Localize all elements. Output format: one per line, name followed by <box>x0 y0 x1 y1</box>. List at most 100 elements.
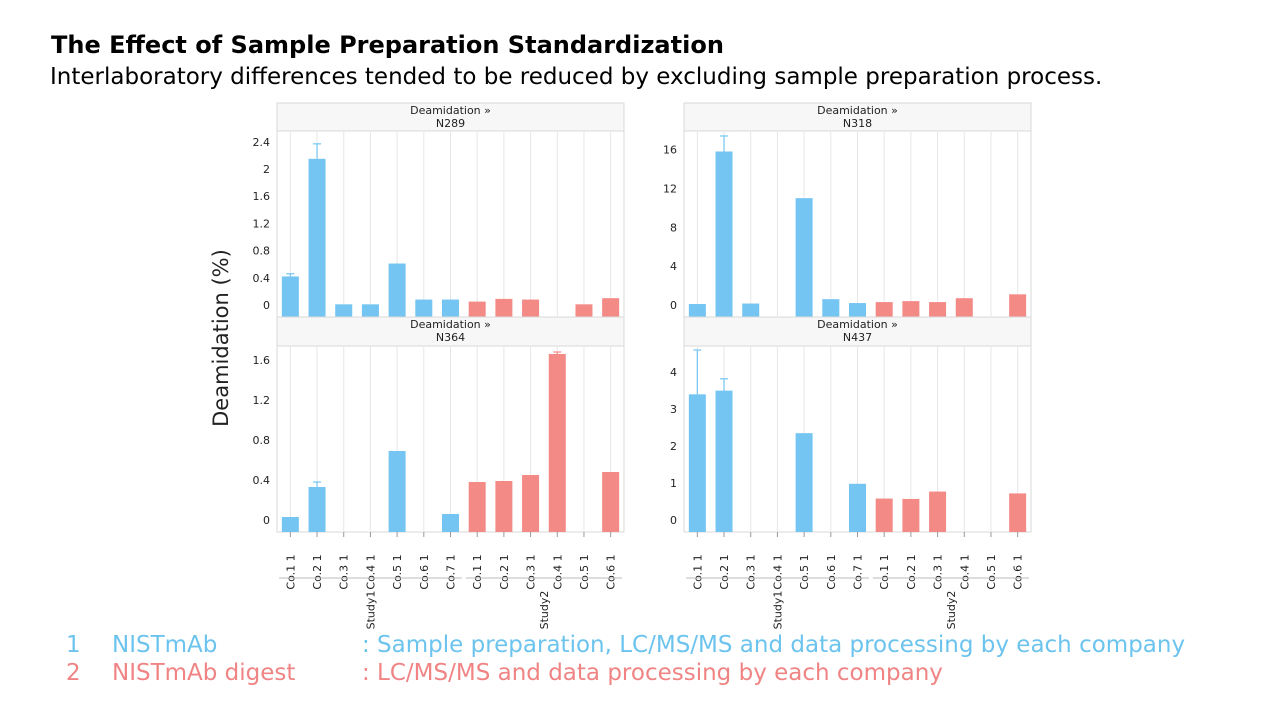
x-tick-label: Co.3 1 <box>745 554 758 589</box>
y-axis-label: Deamidation (%) <box>209 249 233 427</box>
y-tick-label: 16 <box>663 144 677 157</box>
y-tick-label: 3 <box>670 403 677 416</box>
y-tick-label: 1.6 <box>253 190 271 203</box>
panel-site-label: N437 <box>843 331 872 344</box>
bar <box>308 487 326 532</box>
legend-number: 2 <box>66 660 81 686</box>
y-tick-label: 8 <box>670 221 677 234</box>
group-label: Study2 <box>538 591 551 630</box>
bar <box>415 299 433 317</box>
legend-number: 1 <box>66 632 81 658</box>
panel-site-label: N364 <box>436 331 465 344</box>
x-tick-label: Co.4 1 <box>958 554 971 589</box>
group-label: Study2 <box>945 591 958 630</box>
x-tick-label: Co.3 1 <box>525 554 538 589</box>
bar <box>849 303 866 317</box>
panel-n364: Deamidation »N364 0 0.4 0.8 1.2 1.6 <box>253 316 625 533</box>
panel-header-label: Deamidation » <box>817 318 898 331</box>
bar <box>929 302 947 317</box>
bar <box>281 517 299 532</box>
bar <box>361 304 379 317</box>
panel-header <box>276 316 625 347</box>
x-tick-label: Co.2 1 <box>311 554 324 589</box>
bar <box>688 394 706 532</box>
panel-site-label: N289 <box>436 117 465 130</box>
y-tick-label: 1.6 <box>253 354 271 367</box>
x-tick-label: Co.6 1 <box>605 554 618 589</box>
y-tick-label: 4 <box>670 260 677 273</box>
bar <box>335 304 353 317</box>
bar <box>602 472 620 532</box>
x-tick-label: Co.2 1 <box>718 554 731 589</box>
bar <box>468 301 486 317</box>
bar <box>822 299 840 317</box>
y-tick-label: 0.4 <box>253 272 271 285</box>
y-tick-label: 2 <box>670 440 677 453</box>
bar <box>308 158 326 317</box>
x-tick-label: Co.3 1 <box>932 554 945 589</box>
y-tick-label: 0.8 <box>253 434 271 447</box>
x-tick-label: Co.1 1 <box>284 554 297 589</box>
y-tick-label: 1.2 <box>253 394 271 407</box>
x-tick-label: Co.5 1 <box>985 554 998 589</box>
x-tick-label: Co.7 1 <box>852 554 865 589</box>
x-tick-label: Co.4 1 <box>551 554 564 589</box>
bar <box>795 433 813 532</box>
bar <box>468 482 486 532</box>
panel-n289: Deamidation »N289 0 0.4 0.8 1.2 1.6 2 2.4 <box>253 102 625 318</box>
bar <box>1009 493 1027 532</box>
bar <box>795 198 813 317</box>
bar <box>715 151 733 317</box>
bar <box>522 299 540 317</box>
bar <box>522 475 540 532</box>
bar <box>388 451 406 532</box>
bar <box>902 498 920 532</box>
y-tick-label: 1 <box>670 477 677 490</box>
panel-site-label: N318 <box>843 117 872 130</box>
x-tick-label: Co.1 1 <box>471 554 484 589</box>
bar <box>929 491 947 532</box>
y-tick-label: 0 <box>670 514 677 527</box>
bar <box>388 263 406 317</box>
y-tick-label: 2.4 <box>253 136 271 149</box>
bar <box>281 276 299 317</box>
bar <box>575 304 593 317</box>
x-tick-label: Co.5 1 <box>578 554 591 589</box>
x-tick-label: Co.6 1 <box>825 554 838 589</box>
panel-n437: Deamidation »N437 0 1 2 3 4 <box>670 316 1032 533</box>
group-label: Study1 <box>364 591 377 630</box>
bar <box>1009 294 1027 317</box>
y-tick-label: 0 <box>263 514 270 527</box>
x-tick-label: Co.6 1 <box>1012 554 1025 589</box>
x-tick-label: Co.3 1 <box>338 554 351 589</box>
y-tick-label: 4 <box>670 366 677 379</box>
legend-name: NISTmAb digest <box>112 660 296 686</box>
slide-subtitle: Interlaboratory differences tended to be… <box>50 64 1103 90</box>
bar <box>548 354 566 532</box>
bar <box>849 483 866 532</box>
x-tick-label: Co.1 1 <box>878 554 891 589</box>
legend-description: : LC/MS/MS and data processing by each c… <box>362 660 943 686</box>
bar <box>875 302 893 317</box>
bar <box>688 304 706 317</box>
bar <box>442 514 459 532</box>
x-tick-label: Co.7 1 <box>445 554 458 589</box>
bar <box>495 481 513 532</box>
bar <box>602 298 620 317</box>
x-axis-n437: Co.1 1 Co.2 1 Co.3 1 Co.4 1 Co.5 1 Co.6 1 Co.7… <box>686 532 1029 629</box>
legend-description: : Sample preparation, LC/MS/MS and data … <box>362 632 1186 658</box>
panel-header-label: Deamidation » <box>410 318 491 331</box>
x-axis-n364: Co.1 1 Co.2 1 Co.3 1 Co.4 1 Co.5 1 Co.6 1 Co.7… <box>279 532 622 629</box>
slide-title: The Effect of Sample Preparation Standar… <box>51 31 724 59</box>
panel-header-label: Deamidation » <box>410 104 491 117</box>
bar <box>902 301 920 317</box>
x-tick-label: Co.4 1 <box>771 554 784 589</box>
panel-header <box>683 102 1032 132</box>
panel-header-label: Deamidation » <box>817 104 898 117</box>
x-tick-label: Co.4 1 <box>364 554 377 589</box>
y-tick-label: 1.2 <box>253 217 271 230</box>
x-tick-label: Co.5 1 <box>391 554 404 589</box>
bar <box>955 298 973 317</box>
x-tick-label: Co.5 1 <box>798 554 811 589</box>
bar <box>442 299 459 317</box>
